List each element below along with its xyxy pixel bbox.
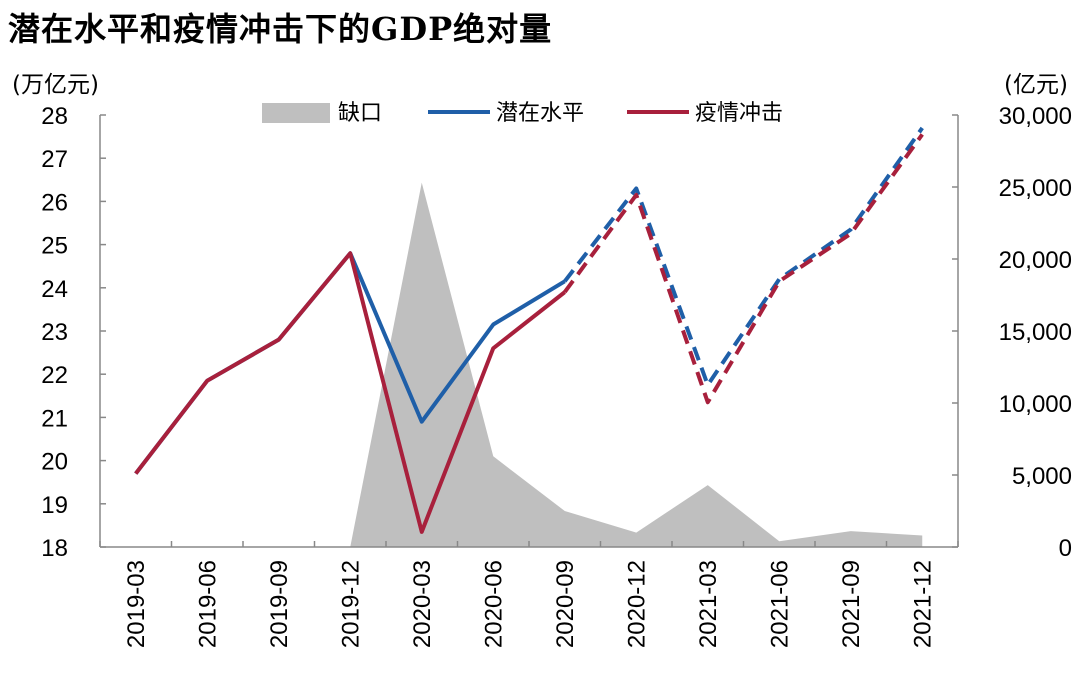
x-tick-label: 2019-06 xyxy=(194,560,221,648)
left-tick-label: 28 xyxy=(41,103,68,130)
x-tick-label: 2019-09 xyxy=(266,560,293,648)
legend-label: 潜在水平 xyxy=(496,101,584,126)
x-tick-label: 2021-12 xyxy=(909,560,936,648)
left-tick-label: 23 xyxy=(41,319,68,346)
series-line-潜在水平-solid xyxy=(134,251,566,475)
right-tick-label: 0 xyxy=(1059,535,1072,562)
right-tick-label: 20,000 xyxy=(999,247,1072,274)
legend-label: 疫情冲击 xyxy=(695,101,783,126)
left-tick-label: 21 xyxy=(41,405,68,432)
legend-label: 缺口 xyxy=(338,101,382,126)
left-tick-label: 18 xyxy=(41,535,68,562)
left-tick-label: 19 xyxy=(41,492,68,519)
legend-swatch-gap xyxy=(262,103,330,123)
x-tick-label: 2020-03 xyxy=(409,560,436,648)
gap-area xyxy=(135,182,923,547)
x-tick-label: 2019-12 xyxy=(337,560,364,648)
series-line-疫情冲击-dashed xyxy=(563,133,924,405)
series-line-潜在水平-dashed xyxy=(563,126,924,387)
right-tick-label: 15,000 xyxy=(999,319,1072,346)
axis-labels-layer: 18 19 20 21 22 23 24 25 26 27 28 0 5,000 10,000 15,000… xyxy=(12,72,1072,648)
axes-layer xyxy=(99,114,959,548)
left-tick-label: 26 xyxy=(41,189,68,216)
lines-layer xyxy=(134,126,924,534)
legend: 缺口 潜在水平 疫情冲击 xyxy=(262,101,783,126)
right-tick-label: 30,000 xyxy=(999,103,1072,130)
right-unit-label: (亿元) xyxy=(1004,72,1068,98)
x-tick-label: 2021-09 xyxy=(838,560,865,648)
left-tick-label: 24 xyxy=(41,276,68,303)
gap-area-layer xyxy=(135,182,923,547)
x-tick-label: 2019-03 xyxy=(123,560,150,648)
x-tick-label: 2020-12 xyxy=(623,560,650,648)
x-tick-label: 2020-09 xyxy=(552,560,579,648)
right-tick-label: 10,000 xyxy=(999,391,1072,418)
left-unit-label: (万亿元) xyxy=(12,72,99,98)
left-tick-label: 27 xyxy=(41,146,68,173)
x-tick-label: 2020-06 xyxy=(480,560,507,648)
left-tick-label: 22 xyxy=(41,362,68,389)
right-tick-label: 25,000 xyxy=(999,175,1072,202)
x-tick-label: 2021-06 xyxy=(766,560,793,648)
right-tick-label: 5,000 xyxy=(1012,463,1072,490)
x-tick-label: 2021-03 xyxy=(695,560,722,648)
left-tick-label: 25 xyxy=(41,233,68,260)
left-tick-label: 20 xyxy=(41,449,68,476)
chart-title: 潜在水平和疫情冲击下的GDP绝对量 xyxy=(8,10,553,48)
